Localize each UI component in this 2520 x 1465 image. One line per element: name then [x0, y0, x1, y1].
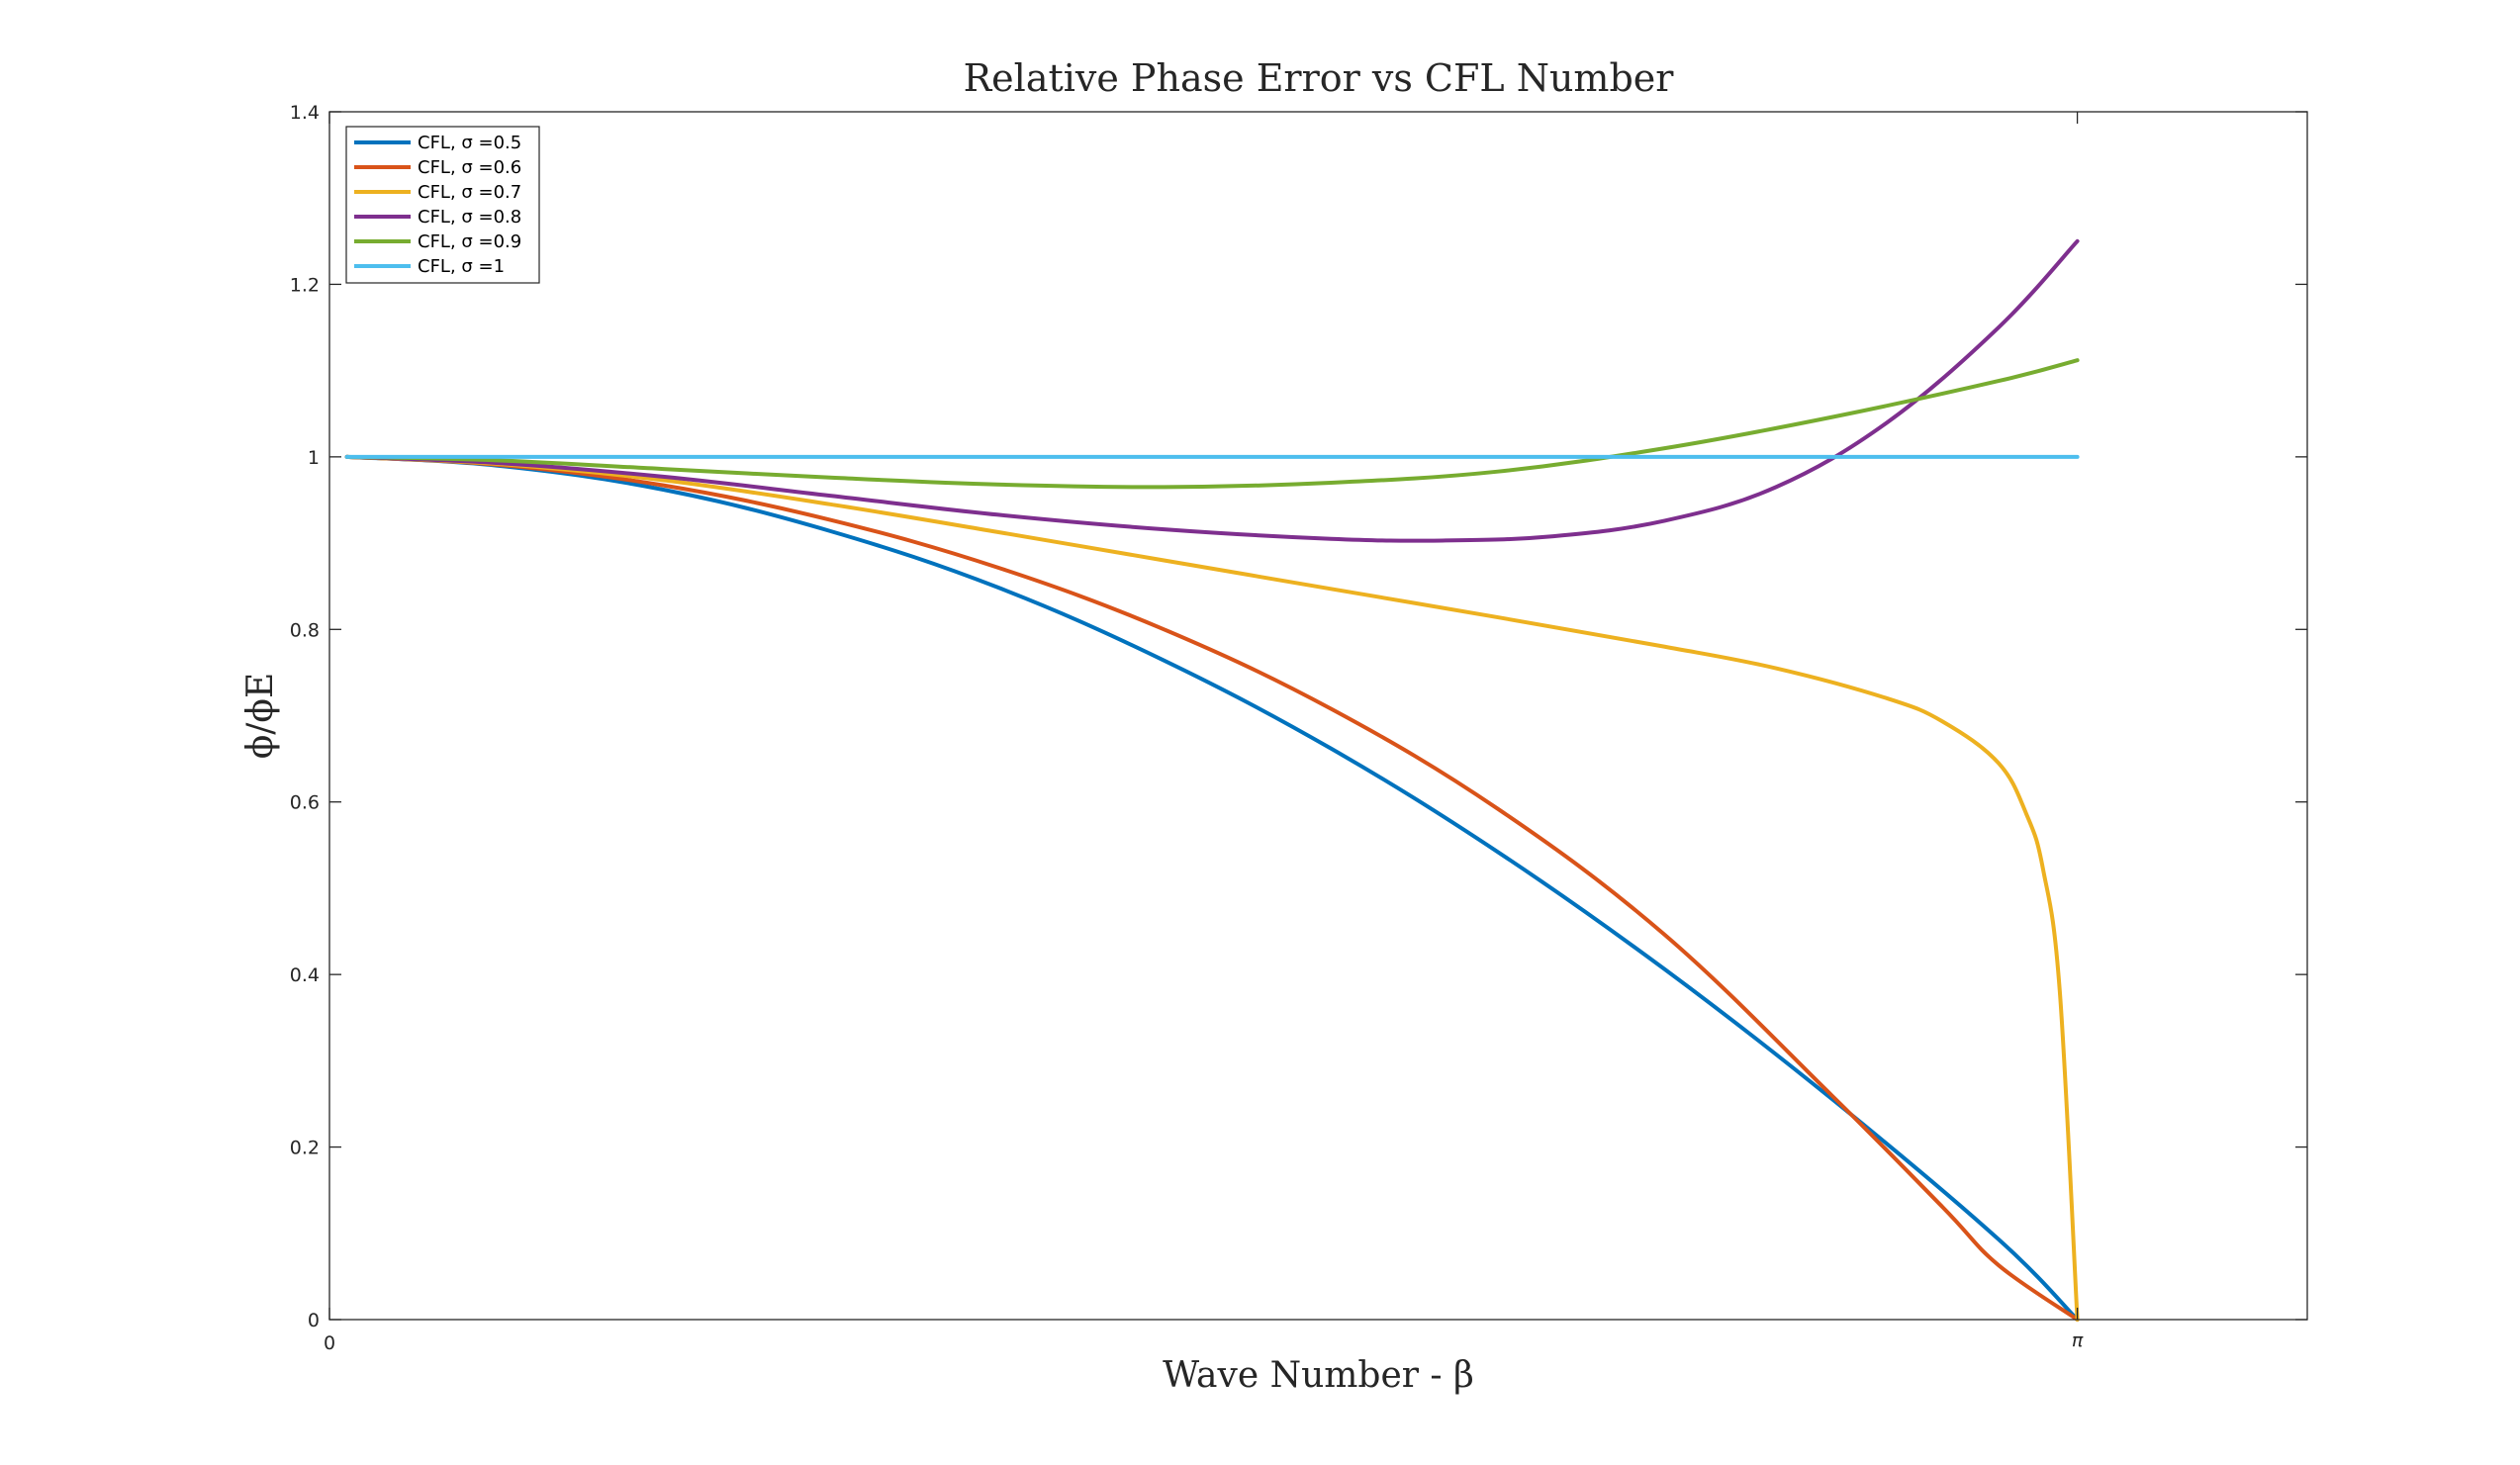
- y-tick-label: 0.2: [290, 1138, 320, 1159]
- y-tick-label: 0: [308, 1310, 320, 1331]
- legend-label-3: CFL, σ =0.7: [418, 182, 521, 203]
- legend-label-2: CFL, σ =0.6: [418, 157, 521, 178]
- series-line-4: [344, 238, 2080, 543]
- y-tick-label: 1: [308, 447, 320, 469]
- axes-box: [328, 111, 2308, 1321]
- y-tick-label: 1.2: [290, 274, 320, 296]
- series-line-5: [344, 358, 2080, 490]
- plot-area: [329, 112, 2307, 1320]
- legend-label-5: CFL, σ =0.9: [418, 231, 521, 252]
- legend-label-1: CFL, σ =0.5: [418, 133, 521, 153]
- series-line-1: [344, 454, 2080, 1322]
- chart-title: Relative Phase Error vs CFL Number: [964, 56, 1675, 100]
- legend-label-4: CFL, σ =0.8: [418, 207, 521, 228]
- legend-box: [345, 126, 540, 284]
- ticks-layer: 0 0.2 0.4 0.6 0.8 1 1.2 1.4 0 π: [290, 102, 2307, 1354]
- series-line-3: [344, 454, 2080, 1322]
- legend-label-6: CFL, σ =1: [418, 256, 505, 277]
- legend: CFL, σ =0.5 CFL, σ =0.6 CFL, σ =0.7 CFL, σ …: [345, 126, 540, 284]
- y-tick-label: 0.6: [290, 792, 320, 814]
- x-tick-label: 0: [324, 1332, 335, 1354]
- series-line-2: [344, 454, 2080, 1322]
- series-layer: [344, 238, 2080, 1322]
- x-axis-label: Wave Number - β: [1163, 1355, 1474, 1396]
- y-axis-label: ϕ/ϕE: [240, 673, 281, 760]
- y-tick-label: 1.4: [290, 102, 320, 124]
- y-tick-label: 0.8: [290, 619, 320, 641]
- x-tick-label: π: [2072, 1329, 2084, 1351]
- y-tick-label: 0.4: [290, 964, 320, 986]
